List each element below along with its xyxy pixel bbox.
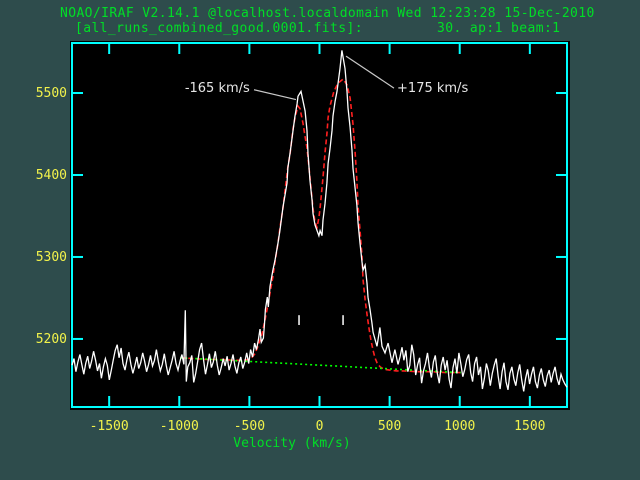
annotation-label: -165 km/s xyxy=(185,81,250,96)
y-tick-label: 5400 xyxy=(36,168,67,183)
y-tick-label: 5500 xyxy=(36,86,67,101)
window-title-line: NOAO/IRAF V2.14.1 @localhost.localdomain… xyxy=(60,6,595,21)
spectrum-curve xyxy=(71,50,568,392)
x-tick-label: -1500 xyxy=(90,419,129,434)
deblend-fit-curve xyxy=(180,77,461,374)
x-tick-label: 1000 xyxy=(444,419,475,434)
x-tick-label: 1500 xyxy=(514,419,545,434)
spectrum-file-label: [all_runs_combined_good.0001.fits]: xyxy=(75,21,363,36)
y-tick-label: 5300 xyxy=(36,250,67,265)
annotation-pointer-line xyxy=(253,89,297,101)
plot-background xyxy=(70,41,570,410)
annotation-pointer-line xyxy=(345,55,395,89)
x-tick-label: 0 xyxy=(316,419,324,434)
aperture-info-label: 30. ap:1 beam:1 xyxy=(437,21,561,36)
annotation-label: +175 km/s xyxy=(397,81,468,96)
x-tick-label: -1000 xyxy=(160,419,199,434)
y-tick-label: 5200 xyxy=(36,332,67,347)
x-tick-label: 500 xyxy=(378,419,401,434)
x-axis-label: Velocity (km/s) xyxy=(233,436,350,451)
x-tick-label: -500 xyxy=(234,419,265,434)
